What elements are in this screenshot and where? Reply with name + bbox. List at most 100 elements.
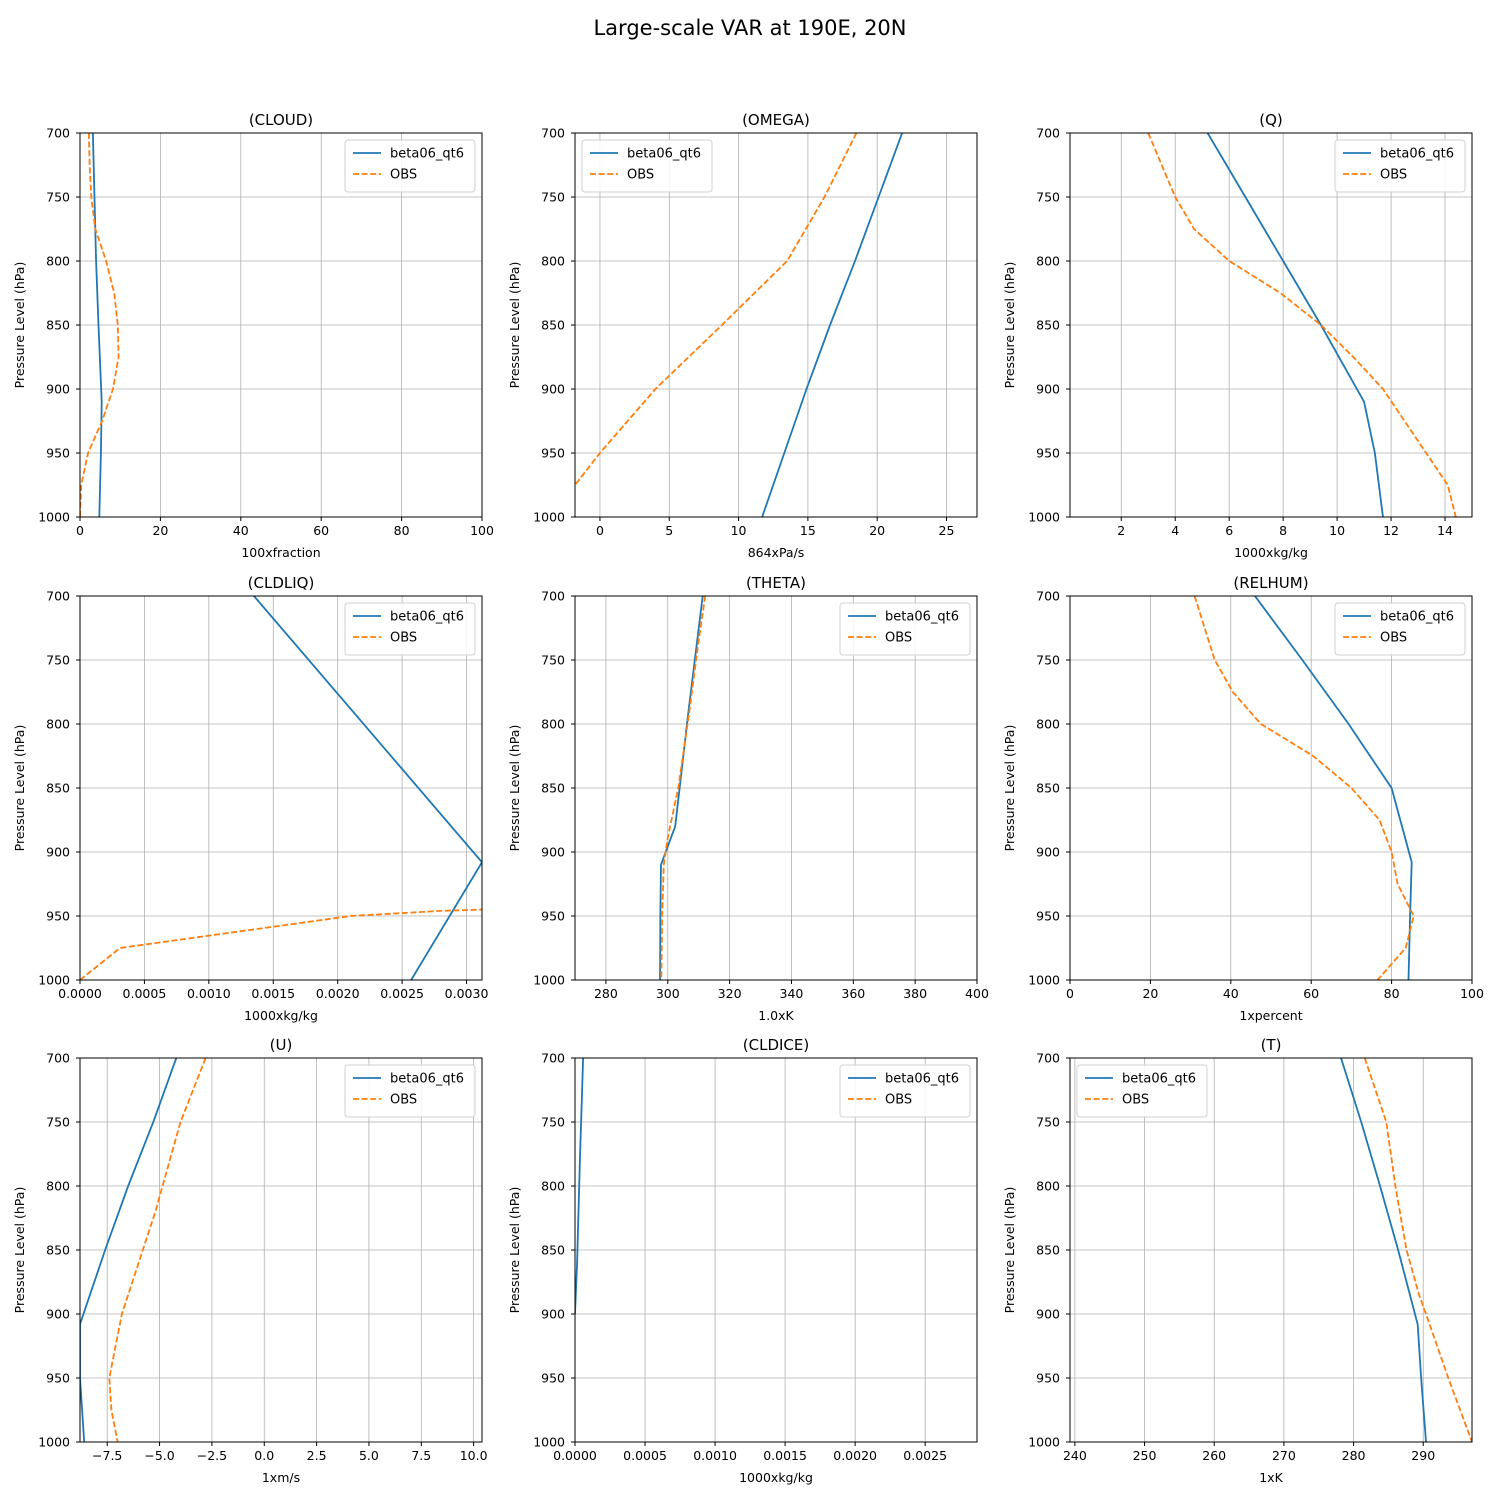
- y-tick-label: 1000: [533, 973, 565, 988]
- y-tick-label: 800: [541, 254, 565, 269]
- x-tick-label: 10.0: [460, 1448, 488, 1463]
- legend-label: beta06_qt6: [1380, 610, 1454, 625]
- series-line-beta06_qt6: [659, 596, 704, 980]
- series-line-obs: [660, 596, 707, 980]
- y-tick-label: 750: [1036, 190, 1060, 205]
- y-tick-label: 800: [46, 717, 70, 732]
- x-tick-label: 40: [1223, 986, 1239, 1001]
- y-tick-label: 750: [541, 1115, 565, 1130]
- y-tick-label: 900: [1036, 845, 1060, 860]
- legend: beta06_qt6 OBS: [344, 1064, 476, 1118]
- legend: beta06_qt6 OBS: [344, 139, 476, 193]
- x-tick-label: 7.5: [411, 1448, 431, 1463]
- x-tick-label: 60: [313, 523, 329, 538]
- x-tick-label: 400: [965, 986, 989, 1001]
- y-tick-label: 900: [46, 382, 70, 397]
- y-tick-label: 700: [1036, 126, 1060, 141]
- y-tick-label: 800: [46, 254, 70, 269]
- y-axis-label: Pressure Level (hPa): [1002, 262, 1017, 389]
- series-line-obs: [575, 133, 858, 486]
- series-line-beta06_qt6: [80, 1058, 178, 1442]
- x-tick-label: 100: [1460, 986, 1484, 1001]
- y-tick-label: 950: [541, 909, 565, 924]
- subplot-t: 240 250 260 270 280 290 700 750 800 850 900 950 1000…: [1002, 1036, 1473, 1485]
- x-tick-label: 300: [656, 986, 680, 1001]
- legend-label: beta06_qt6: [1122, 1072, 1196, 1087]
- subplot-cldice: 0.0000 0.0005 0.0010 0.0015 0.0020 0.0025 700 7…: [507, 1036, 978, 1485]
- y-tick-label: 1000: [38, 510, 70, 525]
- subplot-cloud: 0 20 40 60 80 100 700 750 800 850 900 950 1000 (CLOUD…: [12, 111, 494, 560]
- y-tick-label: 900: [46, 1307, 70, 1322]
- legend-label: beta06_qt6: [885, 610, 959, 625]
- x-tick-label: 340: [780, 986, 804, 1001]
- x-tick-label: 0.0010: [693, 1448, 737, 1463]
- subplot-title: (OMEGA): [742, 111, 810, 129]
- x-axis-label: 1000xkg/kg: [244, 1008, 318, 1023]
- x-tick-label: 12: [1383, 523, 1399, 538]
- y-tick-label: 850: [541, 318, 565, 333]
- y-tick-label: 750: [541, 190, 565, 205]
- y-tick-label: 700: [1036, 1051, 1060, 1066]
- x-tick-label: 320: [718, 986, 742, 1001]
- y-tick-label: 700: [46, 589, 70, 604]
- x-tick-label: 260: [1202, 1448, 1226, 1463]
- legend-label: OBS: [885, 1093, 912, 1108]
- y-tick-label: 700: [46, 1051, 70, 1066]
- legend: beta06_qt6 OBS: [1076, 1064, 1208, 1118]
- series-line-obs: [108, 1058, 207, 1442]
- x-tick-label: 0.0005: [623, 1448, 667, 1463]
- subplot-relhum: 0 20 40 60 80 100 700 750 800 850 900 950 1000 (RELHU…: [1002, 574, 1484, 1023]
- y-axis-label: Pressure Level (hPa): [1002, 725, 1017, 852]
- y-tick-label: 900: [1036, 382, 1060, 397]
- y-tick-label: 900: [541, 382, 565, 397]
- y-tick-label: 950: [1036, 909, 1060, 924]
- series-line-beta06_qt6: [575, 1058, 585, 1315]
- y-tick-label: 850: [541, 781, 565, 796]
- legend-label: OBS: [390, 631, 417, 646]
- series-line-beta06_qt6: [1254, 596, 1413, 980]
- legend-label: beta06_qt6: [627, 147, 701, 162]
- x-tick-label: 0.0020: [833, 1448, 877, 1463]
- legend: beta06_qt6 OBS: [344, 602, 476, 656]
- x-tick-label: 14: [1437, 523, 1453, 538]
- legend: beta06_qt6 OBS: [581, 139, 713, 193]
- x-tick-label: −7.5: [92, 1448, 122, 1463]
- x-tick-label: 0.0: [254, 1448, 274, 1463]
- y-tick-label: 850: [1036, 318, 1060, 333]
- y-tick-label: 950: [541, 446, 565, 461]
- y-tick-label: 950: [46, 1371, 70, 1386]
- y-tick-label: 950: [46, 446, 70, 461]
- x-tick-label: 280: [1342, 1448, 1366, 1463]
- legend-label: OBS: [1380, 631, 1407, 646]
- y-tick-label: 750: [541, 653, 565, 668]
- y-tick-label: 950: [1036, 1371, 1060, 1386]
- series-line-obs: [80, 133, 120, 517]
- series-group: [80, 1058, 207, 1442]
- y-tick-label: 850: [541, 1243, 565, 1258]
- x-tick-label: 0.0000: [58, 986, 102, 1001]
- legend-label: OBS: [390, 168, 417, 183]
- y-tick-label: 700: [541, 126, 565, 141]
- series-line-beta06_qt6: [1340, 1058, 1427, 1442]
- x-axis-label: 864xPa/s: [748, 545, 805, 560]
- y-tick-label: 1000: [1028, 973, 1060, 988]
- x-tick-label: 360: [841, 986, 865, 1001]
- x-tick-label: 4: [1171, 523, 1179, 538]
- subplot-title: (RELHUM): [1233, 574, 1308, 592]
- y-tick-label: 850: [46, 781, 70, 796]
- y-tick-label: 750: [1036, 1115, 1060, 1130]
- x-axis-label: 1xm/s: [262, 1470, 300, 1485]
- x-tick-label: 10: [1329, 523, 1345, 538]
- x-tick-label: 280: [594, 986, 618, 1001]
- y-tick-label: 900: [46, 845, 70, 860]
- y-tick-label: 700: [1036, 589, 1060, 604]
- series-line-obs: [1363, 1058, 1472, 1442]
- legend-label: OBS: [885, 631, 912, 646]
- legend: beta06_qt6 OBS: [839, 602, 971, 656]
- subplot-title: (CLOUD): [249, 111, 313, 129]
- x-tick-label: 0: [1066, 986, 1074, 1001]
- y-tick-label: 850: [46, 318, 70, 333]
- x-tick-label: 15: [800, 523, 816, 538]
- x-tick-label: 0: [596, 523, 604, 538]
- legend-label: beta06_qt6: [390, 1072, 464, 1087]
